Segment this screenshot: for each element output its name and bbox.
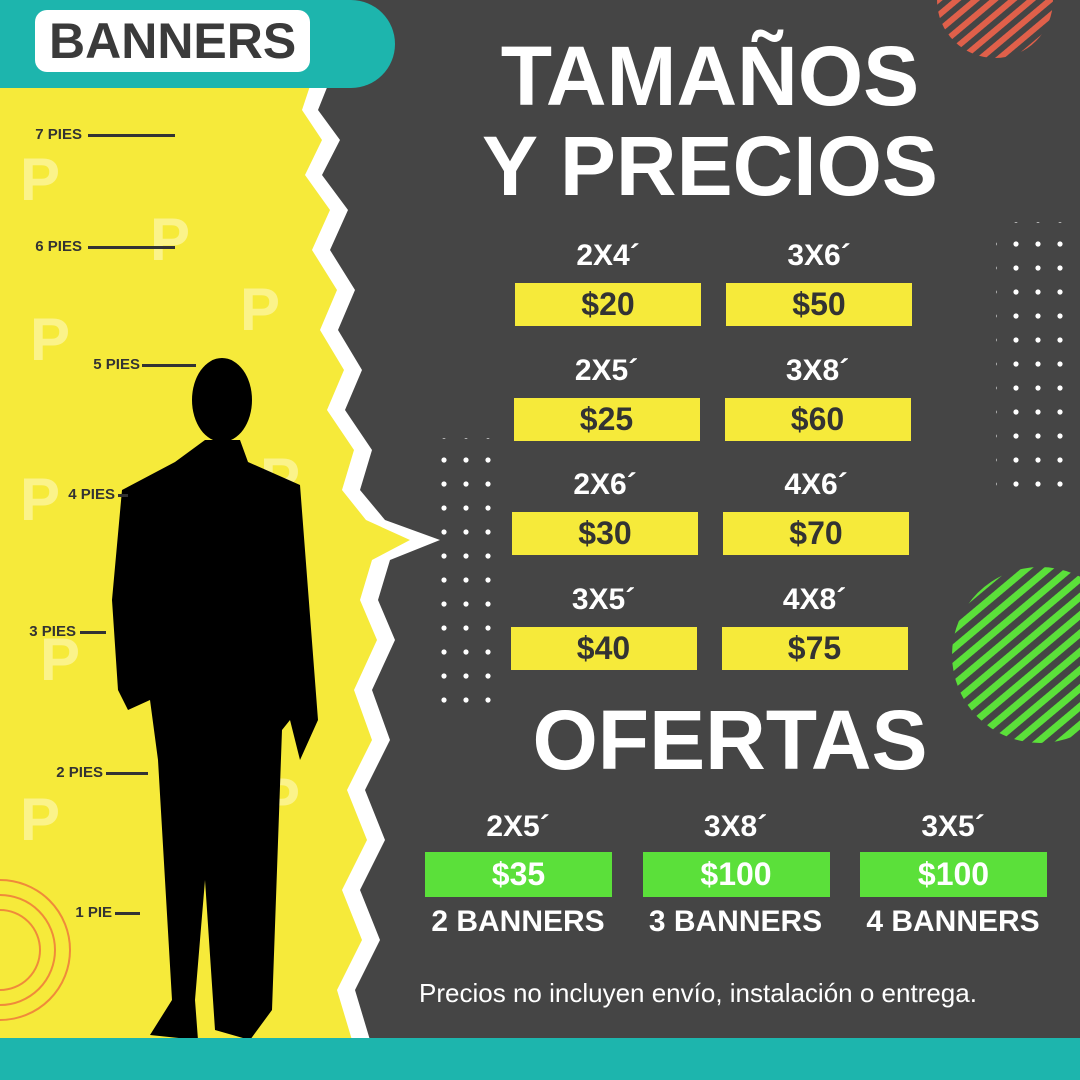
height-label: 2 PIES <box>56 764 103 781</box>
price-box: $20 <box>515 283 701 326</box>
price-box: $75 <box>721 626 908 670</box>
title: Y PRECIOS <box>482 119 938 213</box>
height-line <box>118 494 128 497</box>
price-box: $30 <box>512 512 698 555</box>
offer-price: $100 <box>860 852 1047 897</box>
height-line <box>80 631 106 634</box>
silhouette <box>112 358 318 1040</box>
size-label: 2X5´ <box>574 353 639 387</box>
dot-grid <box>996 222 1076 492</box>
svg-text:P: P <box>20 146 60 213</box>
svg-text:P: P <box>150 206 190 273</box>
offer-quantity: 2 BANNERS <box>431 905 605 938</box>
footer-note: Precios no incluyen envío, instalación o… <box>419 978 977 1008</box>
price-box: $25 <box>513 397 700 441</box>
svg-text:P: P <box>20 786 60 853</box>
size-label: 3X8´ <box>785 353 850 387</box>
size-label: 3X6´ <box>787 239 851 272</box>
offer-price: $35 <box>425 852 612 897</box>
price-box: $60 <box>724 397 911 441</box>
svg-text:P: P <box>20 466 60 533</box>
size-label: 3X5´ <box>571 582 636 616</box>
decor-circle <box>937 0 1053 58</box>
offer-size: 2X5´ <box>486 810 550 843</box>
offer-size: 3X8´ <box>703 810 768 843</box>
offer-price: $100 <box>642 852 830 897</box>
price-box: $50 <box>726 283 912 326</box>
decor-circle <box>952 567 1080 743</box>
offer-size: 3X5´ <box>921 810 985 843</box>
height-label: 5 PIES <box>93 356 140 373</box>
offer-quantity: 4 BANNERS <box>866 905 1040 938</box>
dot-grid <box>428 438 498 708</box>
offers-title: OFERTAS <box>532 693 928 787</box>
svg-text:P: P <box>240 276 280 343</box>
offer-quantity: 3 BANNERS <box>648 905 823 938</box>
height-line <box>106 772 148 775</box>
height-label: 4 PIES <box>68 486 115 503</box>
size-label: 4X8´ <box>782 582 847 616</box>
height-line <box>115 912 140 915</box>
title: TAMAÑOS <box>500 29 920 123</box>
size-label: 4X6´ <box>784 468 848 501</box>
svg-text:P: P <box>40 626 80 693</box>
badge: BANNERS <box>35 10 311 72</box>
height-label: 6 PIES <box>35 238 82 255</box>
size-label: 2X4´ <box>576 239 640 272</box>
height-line <box>88 134 175 137</box>
height-line <box>88 246 175 249</box>
size-label: 2X6´ <box>573 468 637 501</box>
price-box: $70 <box>723 512 909 555</box>
svg-text:P: P <box>30 306 70 373</box>
price-box: $40 <box>510 626 697 670</box>
height-label: 7 PIES <box>35 126 82 143</box>
height-label: 3 PIES <box>29 623 76 640</box>
bottom-strip <box>0 1038 1080 1080</box>
decor-rings <box>0 879 71 1021</box>
height-line <box>142 364 196 367</box>
height-label: 1 PIE <box>75 904 112 921</box>
